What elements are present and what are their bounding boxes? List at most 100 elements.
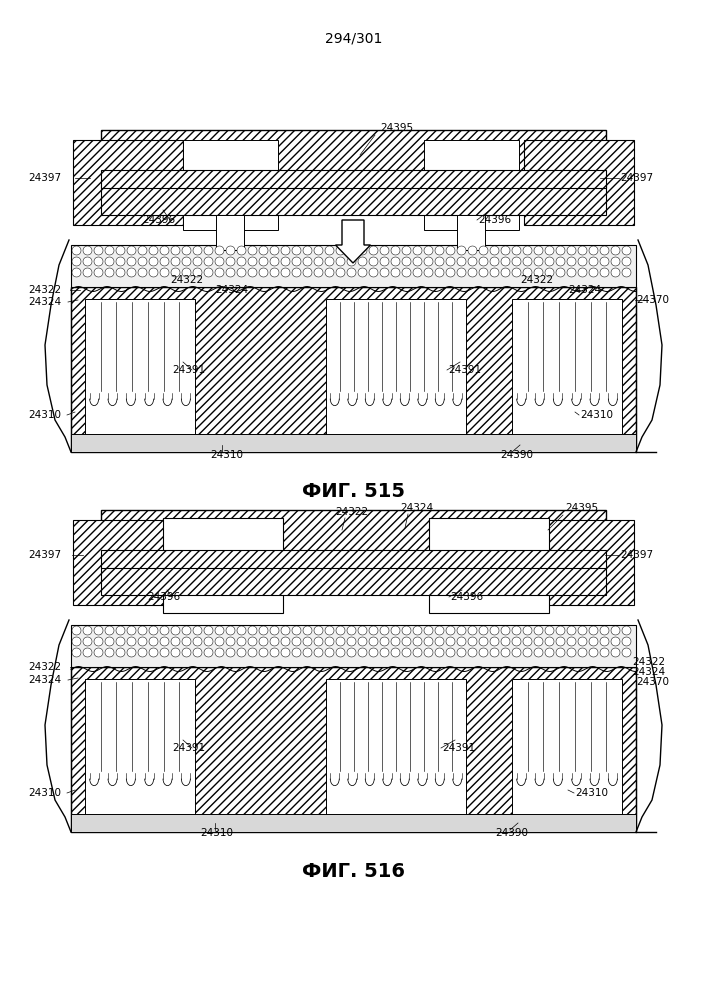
Circle shape bbox=[358, 637, 367, 646]
Circle shape bbox=[138, 648, 147, 657]
Circle shape bbox=[281, 246, 290, 255]
Circle shape bbox=[501, 626, 510, 635]
Circle shape bbox=[611, 648, 620, 657]
Circle shape bbox=[303, 257, 312, 266]
Circle shape bbox=[138, 257, 147, 266]
Circle shape bbox=[105, 637, 114, 646]
Circle shape bbox=[468, 637, 477, 646]
Circle shape bbox=[182, 246, 191, 255]
Circle shape bbox=[281, 257, 290, 266]
Circle shape bbox=[237, 648, 246, 657]
Circle shape bbox=[534, 648, 543, 657]
Circle shape bbox=[127, 626, 136, 635]
Text: 24322: 24322 bbox=[28, 285, 61, 295]
Text: 24310: 24310 bbox=[210, 450, 243, 460]
Circle shape bbox=[424, 268, 433, 277]
Circle shape bbox=[127, 637, 136, 646]
Circle shape bbox=[523, 648, 532, 657]
Circle shape bbox=[545, 648, 554, 657]
Circle shape bbox=[578, 257, 587, 266]
Circle shape bbox=[336, 648, 345, 657]
Circle shape bbox=[380, 626, 389, 635]
Circle shape bbox=[204, 246, 213, 255]
Circle shape bbox=[72, 246, 81, 255]
Bar bbox=[216, 215, 244, 250]
Circle shape bbox=[171, 246, 180, 255]
Circle shape bbox=[424, 246, 433, 255]
Circle shape bbox=[83, 637, 92, 646]
Circle shape bbox=[303, 648, 312, 657]
Bar bbox=[101, 565, 606, 595]
Text: 24324: 24324 bbox=[215, 285, 248, 295]
Circle shape bbox=[446, 637, 455, 646]
Circle shape bbox=[589, 257, 598, 266]
Circle shape bbox=[72, 648, 81, 657]
Circle shape bbox=[413, 626, 422, 635]
Circle shape bbox=[369, 637, 378, 646]
Circle shape bbox=[314, 626, 323, 635]
Circle shape bbox=[182, 257, 191, 266]
Circle shape bbox=[292, 268, 301, 277]
Circle shape bbox=[226, 637, 235, 646]
Circle shape bbox=[468, 257, 477, 266]
Text: 24395: 24395 bbox=[380, 123, 413, 133]
Circle shape bbox=[270, 268, 279, 277]
Circle shape bbox=[380, 268, 389, 277]
Text: 24310: 24310 bbox=[28, 410, 61, 420]
Circle shape bbox=[182, 268, 191, 277]
Circle shape bbox=[259, 246, 268, 255]
Text: 24324: 24324 bbox=[28, 675, 61, 685]
Circle shape bbox=[171, 648, 180, 657]
Circle shape bbox=[479, 648, 488, 657]
Circle shape bbox=[523, 246, 532, 255]
Circle shape bbox=[182, 648, 191, 657]
Circle shape bbox=[512, 637, 521, 646]
Text: 24324: 24324 bbox=[28, 297, 61, 307]
Circle shape bbox=[281, 637, 290, 646]
Circle shape bbox=[501, 246, 510, 255]
Circle shape bbox=[424, 626, 433, 635]
Circle shape bbox=[534, 637, 543, 646]
Circle shape bbox=[589, 648, 598, 657]
Circle shape bbox=[622, 626, 631, 635]
Circle shape bbox=[622, 268, 631, 277]
Circle shape bbox=[545, 246, 554, 255]
Circle shape bbox=[556, 257, 565, 266]
Text: 24391: 24391 bbox=[448, 365, 481, 375]
Circle shape bbox=[589, 246, 598, 255]
Circle shape bbox=[72, 626, 81, 635]
Circle shape bbox=[292, 637, 301, 646]
Circle shape bbox=[391, 257, 400, 266]
Circle shape bbox=[160, 648, 169, 657]
Text: 24396: 24396 bbox=[478, 215, 511, 225]
Circle shape bbox=[402, 246, 411, 255]
Circle shape bbox=[380, 246, 389, 255]
Circle shape bbox=[490, 257, 499, 266]
Circle shape bbox=[556, 648, 565, 657]
Circle shape bbox=[435, 257, 444, 266]
Circle shape bbox=[611, 246, 620, 255]
Circle shape bbox=[270, 257, 279, 266]
Text: 24370: 24370 bbox=[636, 295, 669, 305]
Bar bbox=[524, 140, 634, 225]
Circle shape bbox=[116, 637, 125, 646]
Circle shape bbox=[611, 257, 620, 266]
Circle shape bbox=[336, 626, 345, 635]
Circle shape bbox=[556, 626, 565, 635]
Circle shape bbox=[160, 637, 169, 646]
Circle shape bbox=[501, 637, 510, 646]
Circle shape bbox=[468, 246, 477, 255]
Circle shape bbox=[171, 257, 180, 266]
Circle shape bbox=[479, 626, 488, 635]
Circle shape bbox=[303, 246, 312, 255]
Bar bbox=[101, 550, 606, 568]
Circle shape bbox=[281, 648, 290, 657]
Text: 24397: 24397 bbox=[620, 173, 653, 183]
Circle shape bbox=[556, 268, 565, 277]
Circle shape bbox=[226, 257, 235, 266]
FancyArrow shape bbox=[336, 220, 370, 263]
Circle shape bbox=[391, 648, 400, 657]
Text: 24322: 24322 bbox=[335, 507, 368, 517]
Circle shape bbox=[435, 246, 444, 255]
Circle shape bbox=[248, 257, 257, 266]
